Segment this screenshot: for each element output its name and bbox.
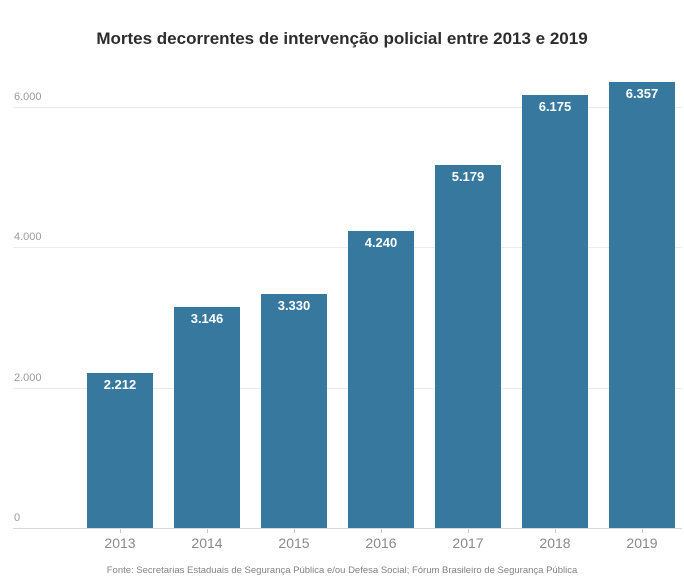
x-axis-tick [468,529,469,533]
bar-value-label: 6.357 [625,85,659,101]
gridline [13,107,682,108]
bar-2013[interactable]: 2.212 [87,372,153,528]
x-axis-category-label: 2014 [191,535,223,551]
bar-2014[interactable]: 3.146 [174,307,240,528]
bar-2018[interactable]: 6.175 [522,94,588,528]
bar-value-label: 6.175 [538,98,572,114]
x-axis-category-label: 2018 [539,535,571,551]
y-axis-tick-label: 0 [14,512,21,524]
x-axis-category-label: 2016 [365,535,397,551]
bar-2016[interactable]: 4.240 [348,230,414,528]
x-axis-tick [207,529,208,533]
y-axis-tick-label: 2.000 [14,371,42,384]
x-axis-tick [642,529,643,533]
bar-value-label: 4.240 [364,234,398,250]
bar-value-label: 5.179 [451,168,485,184]
x-axis-category-label: 2017 [452,535,484,551]
chart-title: Mortes decorrentes de intervenção polici… [96,29,588,48]
x-axis-category-label: 2015 [278,535,310,551]
y-axis-tick-label: 4.000 [14,231,42,244]
x-axis-category-label: 2019 [626,535,658,551]
x-axis-tick [294,529,295,533]
gridline [13,387,682,389]
bar-2015[interactable]: 3.330 [261,294,327,528]
x-axis-tick [120,529,121,533]
plot-area: 0 2.000 4.000 6.000 2.212 2013 3.146 2014 3.330 2… [13,75,682,551]
bar-2019[interactable]: 6.357 [609,81,675,528]
x-axis-category-label: 2013 [104,535,136,551]
bar-value-label: 2.212 [103,376,137,392]
source-note: Fonte: Secretarias Estaduais de Seguranç… [106,565,578,576]
x-axis-line [13,528,682,529]
bar-2017[interactable]: 5.179 [435,164,501,528]
x-axis-tick [555,529,556,533]
bar-value-label: 3.146 [190,311,224,327]
x-axis-tick [381,529,382,533]
bar-value-label: 3.330 [277,298,311,314]
y-axis-tick-label: 6.000 [14,91,42,103]
gridline [13,247,682,249]
